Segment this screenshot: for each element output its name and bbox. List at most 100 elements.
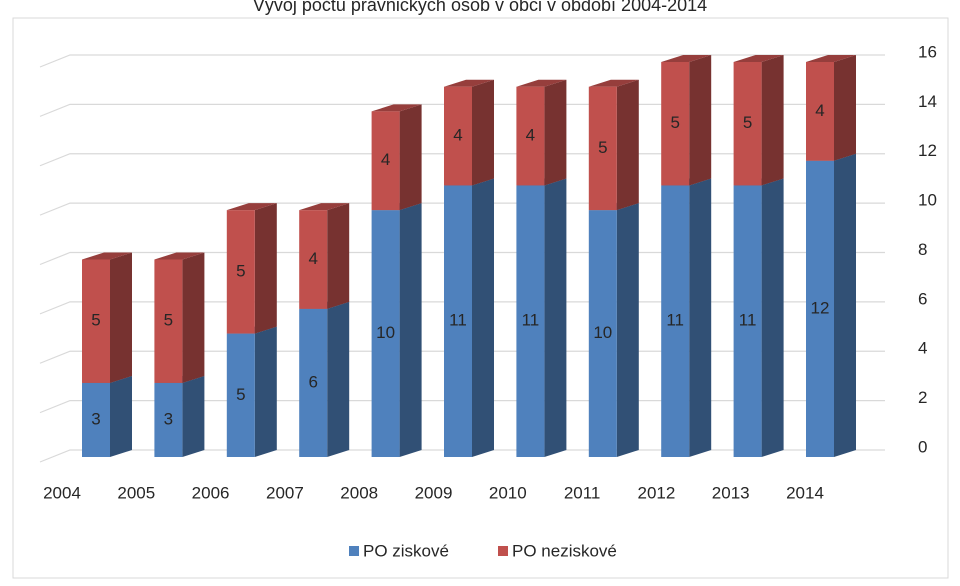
- bar-side: [472, 79, 494, 186]
- bar-front: [82, 382, 110, 457]
- bar-front: [226, 333, 255, 457]
- y-tick-label: 6: [918, 289, 927, 308]
- y-tick-label: 0: [918, 437, 927, 456]
- bar-segment: [444, 79, 494, 186]
- value-label: 5: [236, 261, 245, 280]
- grid-line: [39, 54, 885, 68]
- bar-segment: [661, 178, 712, 457]
- bar-front: [226, 210, 255, 334]
- y-tick-label: 8: [918, 240, 927, 259]
- y-tick-label: 2: [918, 388, 927, 407]
- x-tick-label: 2013: [712, 483, 750, 502]
- value-label: 4: [453, 126, 462, 145]
- bar-top: [371, 104, 422, 112]
- bar-front: [444, 86, 472, 186]
- y-tick-label: 14: [918, 92, 937, 111]
- bar-side: [834, 153, 856, 457]
- bar-side: [182, 252, 205, 383]
- bar-front: [588, 86, 617, 211]
- bar-front: [588, 210, 617, 457]
- bar-front: [154, 382, 183, 457]
- bar-segment: [226, 203, 277, 334]
- value-label: 11: [739, 311, 757, 330]
- bar-segment: [371, 104, 422, 211]
- legend-swatch: [349, 546, 359, 556]
- bar-side: [616, 203, 639, 457]
- bar-top: [226, 203, 277, 211]
- value-label: 4: [815, 101, 824, 120]
- x-tick-label: 2011: [564, 483, 601, 502]
- bar-side: [254, 326, 277, 457]
- value-label: 5: [236, 385, 245, 404]
- bar-front: [733, 185, 762, 457]
- bar-segment: [226, 326, 277, 457]
- bar-front: [516, 86, 545, 186]
- value-label: 12: [811, 298, 830, 317]
- bar-segment: [806, 55, 856, 161]
- legend-label: PO neziskové: [512, 541, 617, 560]
- y-tick-label: 10: [918, 191, 937, 210]
- bar-side: [616, 79, 639, 211]
- bar-side: [834, 55, 856, 161]
- value-label: 5: [164, 311, 173, 330]
- y-tick-label: 4: [918, 339, 927, 358]
- value-label: 3: [91, 409, 100, 428]
- bar-top: [444, 79, 494, 87]
- y-tick-label: 16: [918, 42, 937, 61]
- x-tick-label: 2007: [266, 483, 304, 502]
- y-tick-label: 12: [918, 141, 937, 160]
- chart-title: Vývoj počtu právnických osob v obci v ob…: [253, 0, 707, 15]
- bar-segment: [588, 79, 639, 211]
- bar-side: [761, 55, 784, 186]
- bar-segment: [82, 375, 132, 457]
- x-tick-label: 2012: [637, 483, 675, 502]
- bar-segment: [806, 153, 856, 457]
- value-label: 10: [376, 323, 395, 342]
- bar-side: [327, 203, 350, 309]
- bar-front: [661, 62, 690, 186]
- bar-front: [444, 185, 472, 457]
- bar-segment: [733, 55, 784, 186]
- x-tick-label: 2004: [43, 483, 81, 502]
- bar-side: [761, 178, 784, 457]
- legend-swatch: [498, 546, 508, 556]
- bar-segment: [733, 178, 784, 457]
- value-label: 11: [666, 311, 684, 330]
- bar-top: [82, 252, 132, 260]
- bar-front: [371, 210, 400, 457]
- value-label: 5: [91, 311, 100, 330]
- bar-side: [110, 252, 132, 383]
- bar-segment: [588, 203, 639, 457]
- value-label: 4: [381, 150, 390, 169]
- bar-top: [733, 55, 784, 62]
- bar-segment: [299, 203, 350, 309]
- bar-side: [110, 375, 132, 457]
- value-label: 5: [743, 113, 752, 132]
- bar-top: [588, 79, 639, 87]
- bar-side: [689, 55, 712, 186]
- bar-front: [299, 210, 328, 309]
- bar-front: [806, 160, 834, 457]
- bar-side: [327, 301, 350, 457]
- bar-segment: [516, 79, 567, 186]
- bar-side: [472, 178, 494, 457]
- x-tick-label: 2005: [117, 483, 155, 502]
- bar-side: [544, 178, 567, 457]
- value-label: 6: [308, 372, 317, 391]
- x-tick-label: 2014: [786, 483, 824, 502]
- value-label: 10: [593, 323, 612, 342]
- bar-front: [299, 308, 328, 457]
- bar-side: [182, 375, 205, 457]
- bar-side: [544, 79, 567, 186]
- x-tick-label: 2008: [340, 483, 378, 502]
- x-tick-label: 2010: [489, 483, 527, 502]
- value-label: 3: [164, 409, 173, 428]
- bar-segment: [661, 55, 712, 186]
- bar-segment: [444, 178, 494, 457]
- value-label: 11: [449, 311, 467, 330]
- x-tick-label: 2009: [415, 483, 453, 502]
- bar-front: [82, 259, 110, 383]
- bar-segment: [516, 178, 567, 457]
- bar-segment: [299, 301, 350, 457]
